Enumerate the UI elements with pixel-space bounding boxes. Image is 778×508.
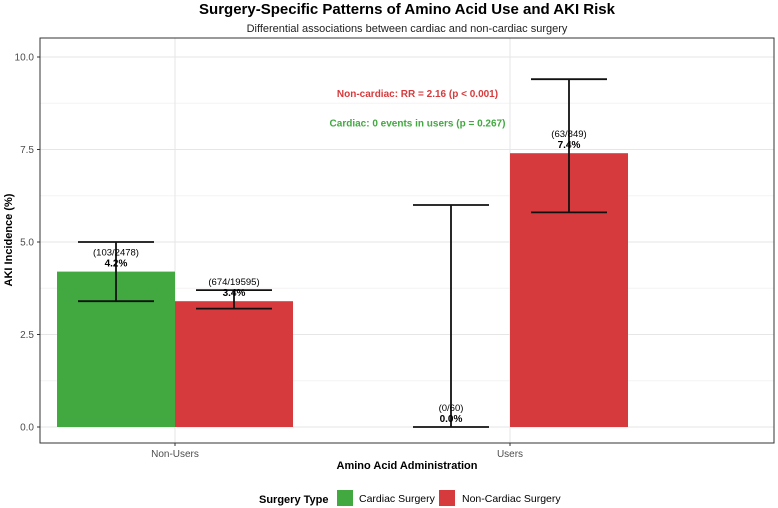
y-axis-title: AKI Incidence (%) (3, 193, 15, 286)
legend-swatch-non-cardiac (439, 490, 455, 506)
percent-label: 4.2% (105, 259, 128, 270)
percent-label: 3.4% (223, 288, 246, 299)
legend-label-non-cardiac: Non-Cardiac Surgery (462, 493, 561, 505)
annotations: Non-cardiac: RR = 2.16 (p < 0.001) Cardia… (330, 89, 506, 130)
bar (175, 301, 293, 427)
error-bars (78, 78, 607, 428)
y-tick-label: 10.0 (15, 53, 35, 64)
x-tick-label: Non-Users (151, 449, 199, 460)
chart-subtitle: Differential associations between cardia… (247, 23, 568, 35)
y-tick-label: 2.5 (20, 330, 34, 341)
annotation-text: Non-cardiac: RR = 2.16 (p < 0.001) (337, 89, 498, 100)
legend-swatch-cardiac (337, 490, 353, 506)
percent-label: 0.0% (440, 414, 463, 425)
y-tick-label: 5.0 (20, 238, 34, 249)
count-label: (0/60) (439, 403, 464, 414)
annotation-text: Cardiac: 0 events in users (p = 0.267) (330, 119, 506, 130)
legend: Surgery Type Cardiac Surgery Non-Cardiac… (259, 490, 561, 506)
legend-label-cardiac: Cardiac Surgery (359, 493, 436, 505)
count-label: (674/19595) (208, 277, 259, 288)
x-tick-label: Users (497, 449, 523, 460)
count-label: (63/849) (551, 129, 586, 140)
x-axis-title: Amino Acid Administration (337, 460, 478, 472)
bars (57, 153, 628, 427)
legend-title: Surgery Type (259, 494, 329, 506)
percent-label: 7.4% (558, 140, 581, 151)
x-axis-ticks: Non-Users Users (151, 443, 523, 460)
data-labels: (103/2478)4.2% (0/60)0.0% (674/19595)3.4% (… (93, 129, 587, 425)
plot-panel-border (39, 37, 775, 444)
y-tick-label: 7.5 (20, 145, 34, 156)
count-label: (103/2478) (93, 248, 139, 259)
y-tick-label: 0.0 (20, 423, 34, 434)
chart-title: Surgery-Specific Patterns of Amino Acid … (199, 1, 616, 18)
y-axis-ticks: 0.0 2.5 5.0 7.5 10.0 (15, 53, 40, 434)
